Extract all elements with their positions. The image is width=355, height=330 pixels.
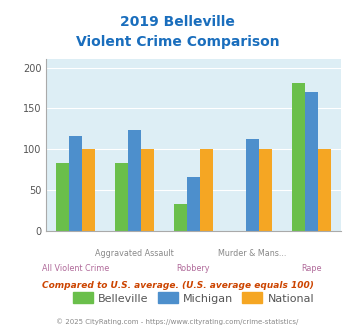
Text: Robbery: Robbery	[177, 264, 210, 273]
Text: All Violent Crime: All Violent Crime	[42, 264, 109, 273]
Bar	[318, 149, 331, 231]
Bar	[259, 149, 272, 231]
Bar	[82, 149, 95, 231]
Bar	[305, 92, 318, 231]
Bar	[56, 163, 69, 231]
Bar	[69, 136, 82, 231]
Text: 2019 Belleville: 2019 Belleville	[120, 15, 235, 29]
Text: Aggravated Assault: Aggravated Assault	[95, 249, 174, 258]
Text: © 2025 CityRating.com - https://www.cityrating.com/crime-statistics/: © 2025 CityRating.com - https://www.city…	[56, 318, 299, 325]
Bar	[128, 130, 141, 231]
Text: Rape: Rape	[301, 264, 322, 273]
Text: Violent Crime Comparison: Violent Crime Comparison	[76, 35, 279, 49]
Bar	[141, 149, 154, 231]
Legend: Belleville, Michigan, National: Belleville, Michigan, National	[68, 288, 319, 308]
Bar	[200, 149, 213, 231]
Text: Compared to U.S. average. (U.S. average equals 100): Compared to U.S. average. (U.S. average …	[42, 281, 313, 290]
Bar	[246, 140, 259, 231]
Bar	[187, 177, 200, 231]
Bar	[292, 83, 305, 231]
Bar	[115, 163, 128, 231]
Text: Murder & Mans...: Murder & Mans...	[218, 249, 286, 258]
Bar	[174, 204, 187, 231]
